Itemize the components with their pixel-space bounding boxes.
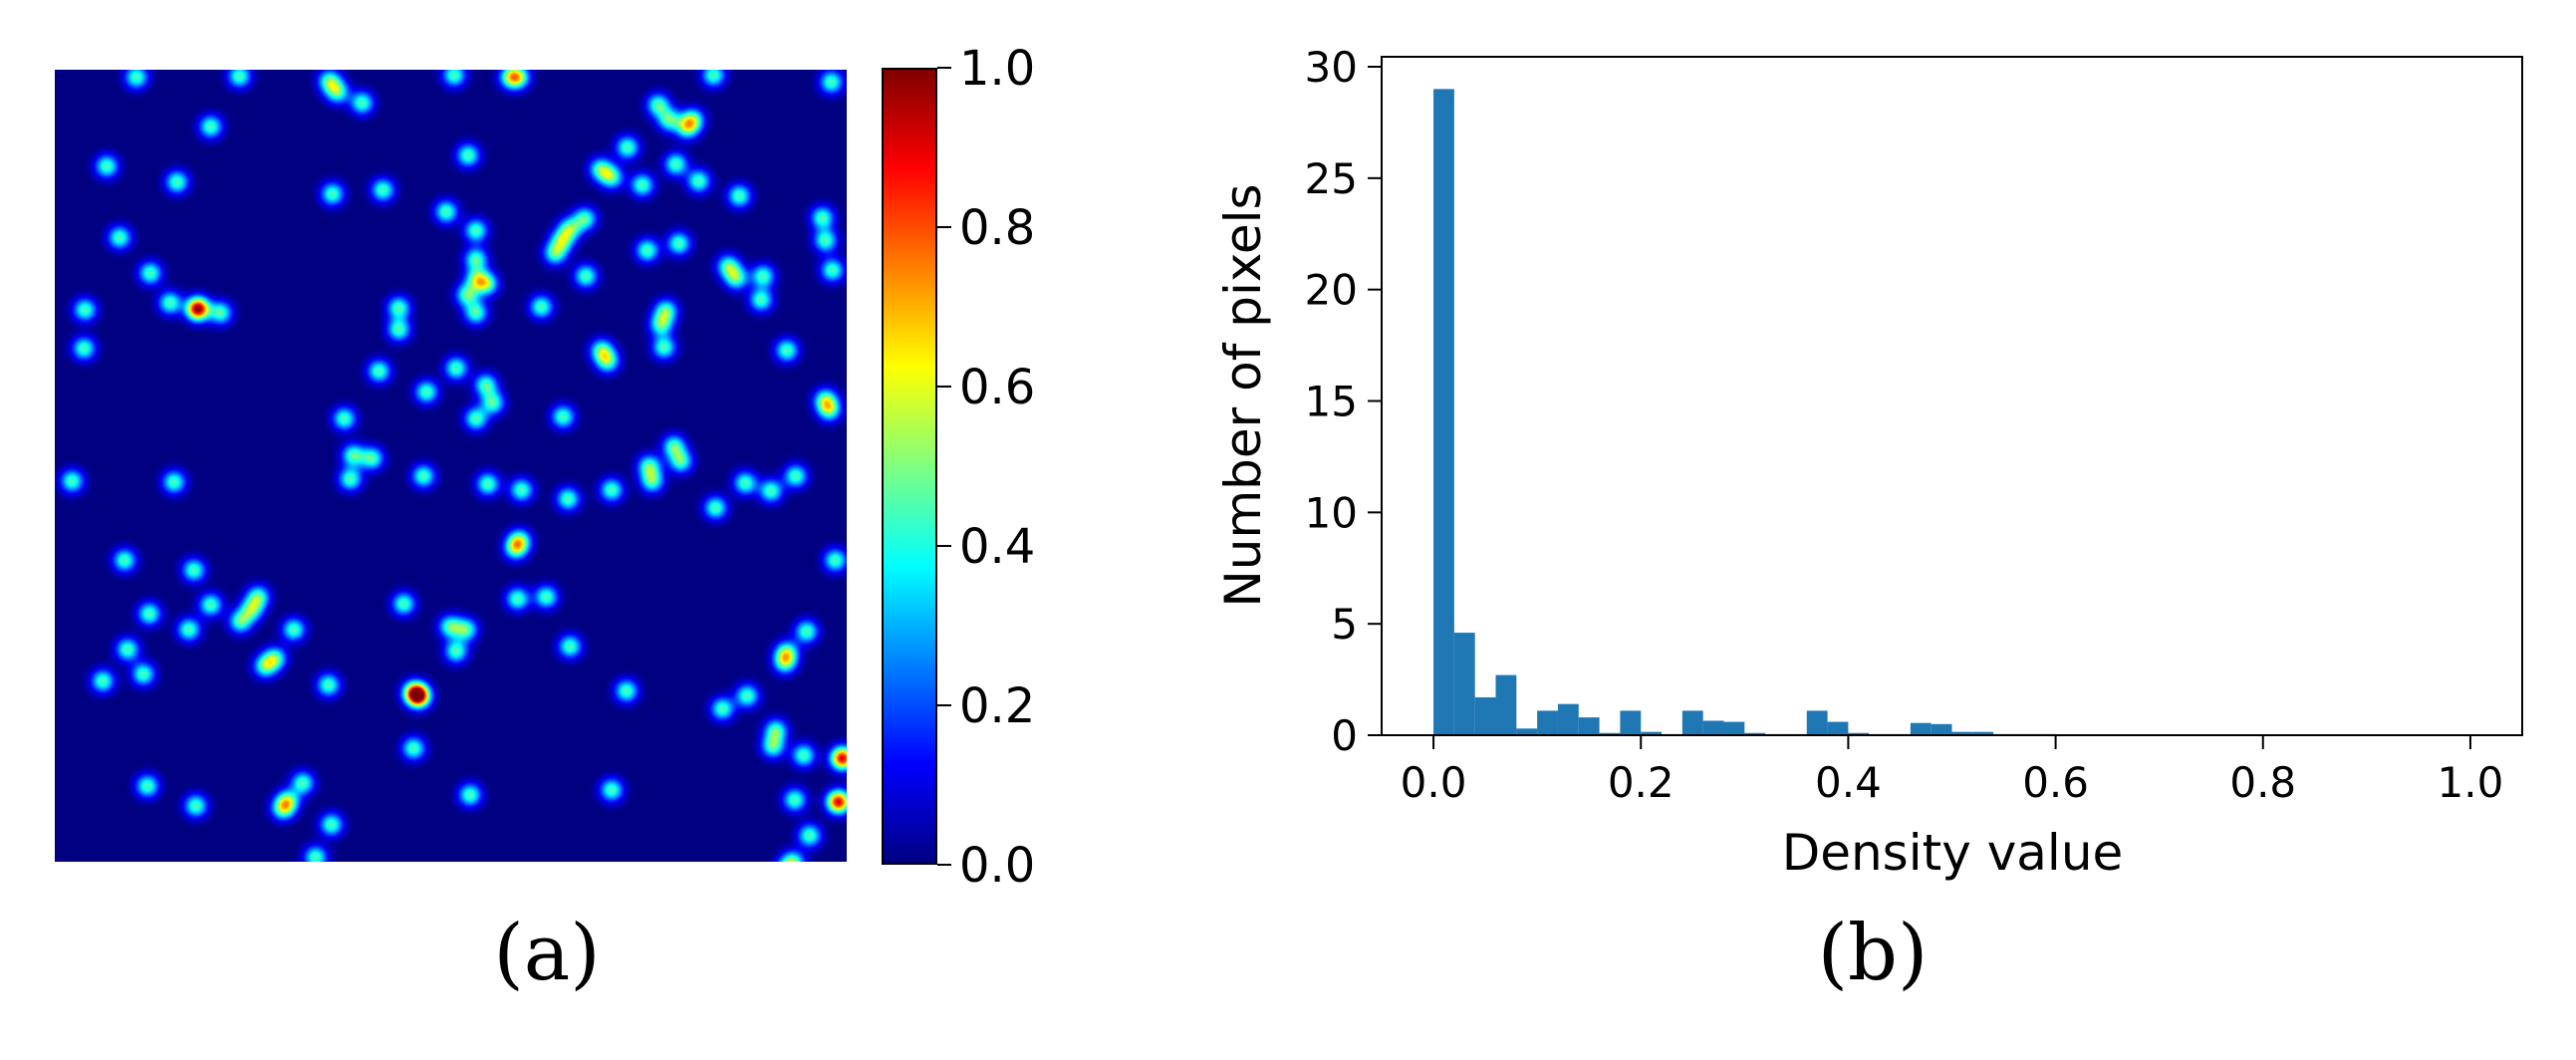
y-tick-label: 0 (1331, 711, 1358, 760)
histogram-bar (1516, 728, 1538, 735)
y-tick-label: 5 (1331, 600, 1358, 649)
histogram-bar (1827, 721, 1849, 735)
colorbar-frame (882, 68, 937, 865)
histogram-bar (1599, 732, 1621, 735)
y-axis-label: Number of pixels (1214, 183, 1272, 607)
x-tick-label: 0.0 (1401, 758, 1467, 807)
y-tick-label: 20 (1305, 266, 1358, 315)
histogram-bar (1931, 723, 1952, 735)
histogram-bar (1951, 731, 1973, 735)
panel-b-caption: (b) (1817, 909, 1929, 998)
histogram-bar (1806, 710, 1828, 735)
histogram-bar (1848, 732, 1870, 735)
histogram-bar (1910, 722, 1932, 735)
histogram-bar (1723, 721, 1745, 735)
colorbar-tick-label: 1.0 (959, 41, 1035, 97)
histogram-bar (1537, 710, 1558, 735)
histogram-bar (1474, 696, 1496, 735)
histogram-bar (1744, 732, 1766, 735)
histogram-bars (1433, 89, 2056, 735)
histogram-bar (1681, 710, 1703, 735)
colorbar-tick-label: 0.2 (959, 678, 1035, 734)
x-tick-label: 0.4 (1815, 758, 1882, 807)
colorbar-tick-label: 0.4 (959, 519, 1035, 575)
x-tick-label: 1.0 (2438, 758, 2504, 807)
colorbar (882, 68, 937, 865)
histogram-bar (1453, 633, 1475, 735)
histogram-y-ticks: 0 5 10 15 20 25 30 (1305, 43, 1382, 760)
x-tick-label: 0.6 (2022, 758, 2089, 807)
histogram-bar (1702, 720, 1724, 735)
histogram-axes-frame (1381, 56, 2523, 736)
density-heatmap (55, 70, 847, 862)
x-tick-label: 0.2 (1608, 758, 1674, 807)
y-tick-label: 15 (1305, 378, 1358, 426)
x-axis-label: Density value (1782, 824, 2124, 882)
colorbar-tick-label: 0.0 (959, 838, 1035, 894)
colorbar-tick-label: 0.6 (959, 360, 1035, 415)
histogram-bar (1557, 703, 1579, 735)
panel-a-caption: (a) (493, 909, 601, 998)
x-tick-label: 0.8 (2229, 758, 2296, 807)
histogram-bar (1641, 731, 1663, 735)
histogram-bar (1578, 717, 1600, 735)
histogram-bar (1972, 731, 1994, 735)
histogram-bar (1620, 710, 1642, 735)
histogram-x-ticks: 0.0 0.2 0.4 0.6 0.8 1.0 (1401, 735, 2504, 807)
y-tick-label: 25 (1305, 154, 1358, 203)
colorbar-tick-label: 0.8 (959, 200, 1035, 256)
histogram-bar (1433, 89, 1454, 735)
colorbar-ticks: 0.0 0.2 0.4 0.6 0.8 1.0 (937, 41, 1035, 894)
histogram-bar (1495, 674, 1517, 735)
y-tick-label: 30 (1305, 43, 1358, 92)
y-tick-label: 10 (1305, 488, 1358, 537)
